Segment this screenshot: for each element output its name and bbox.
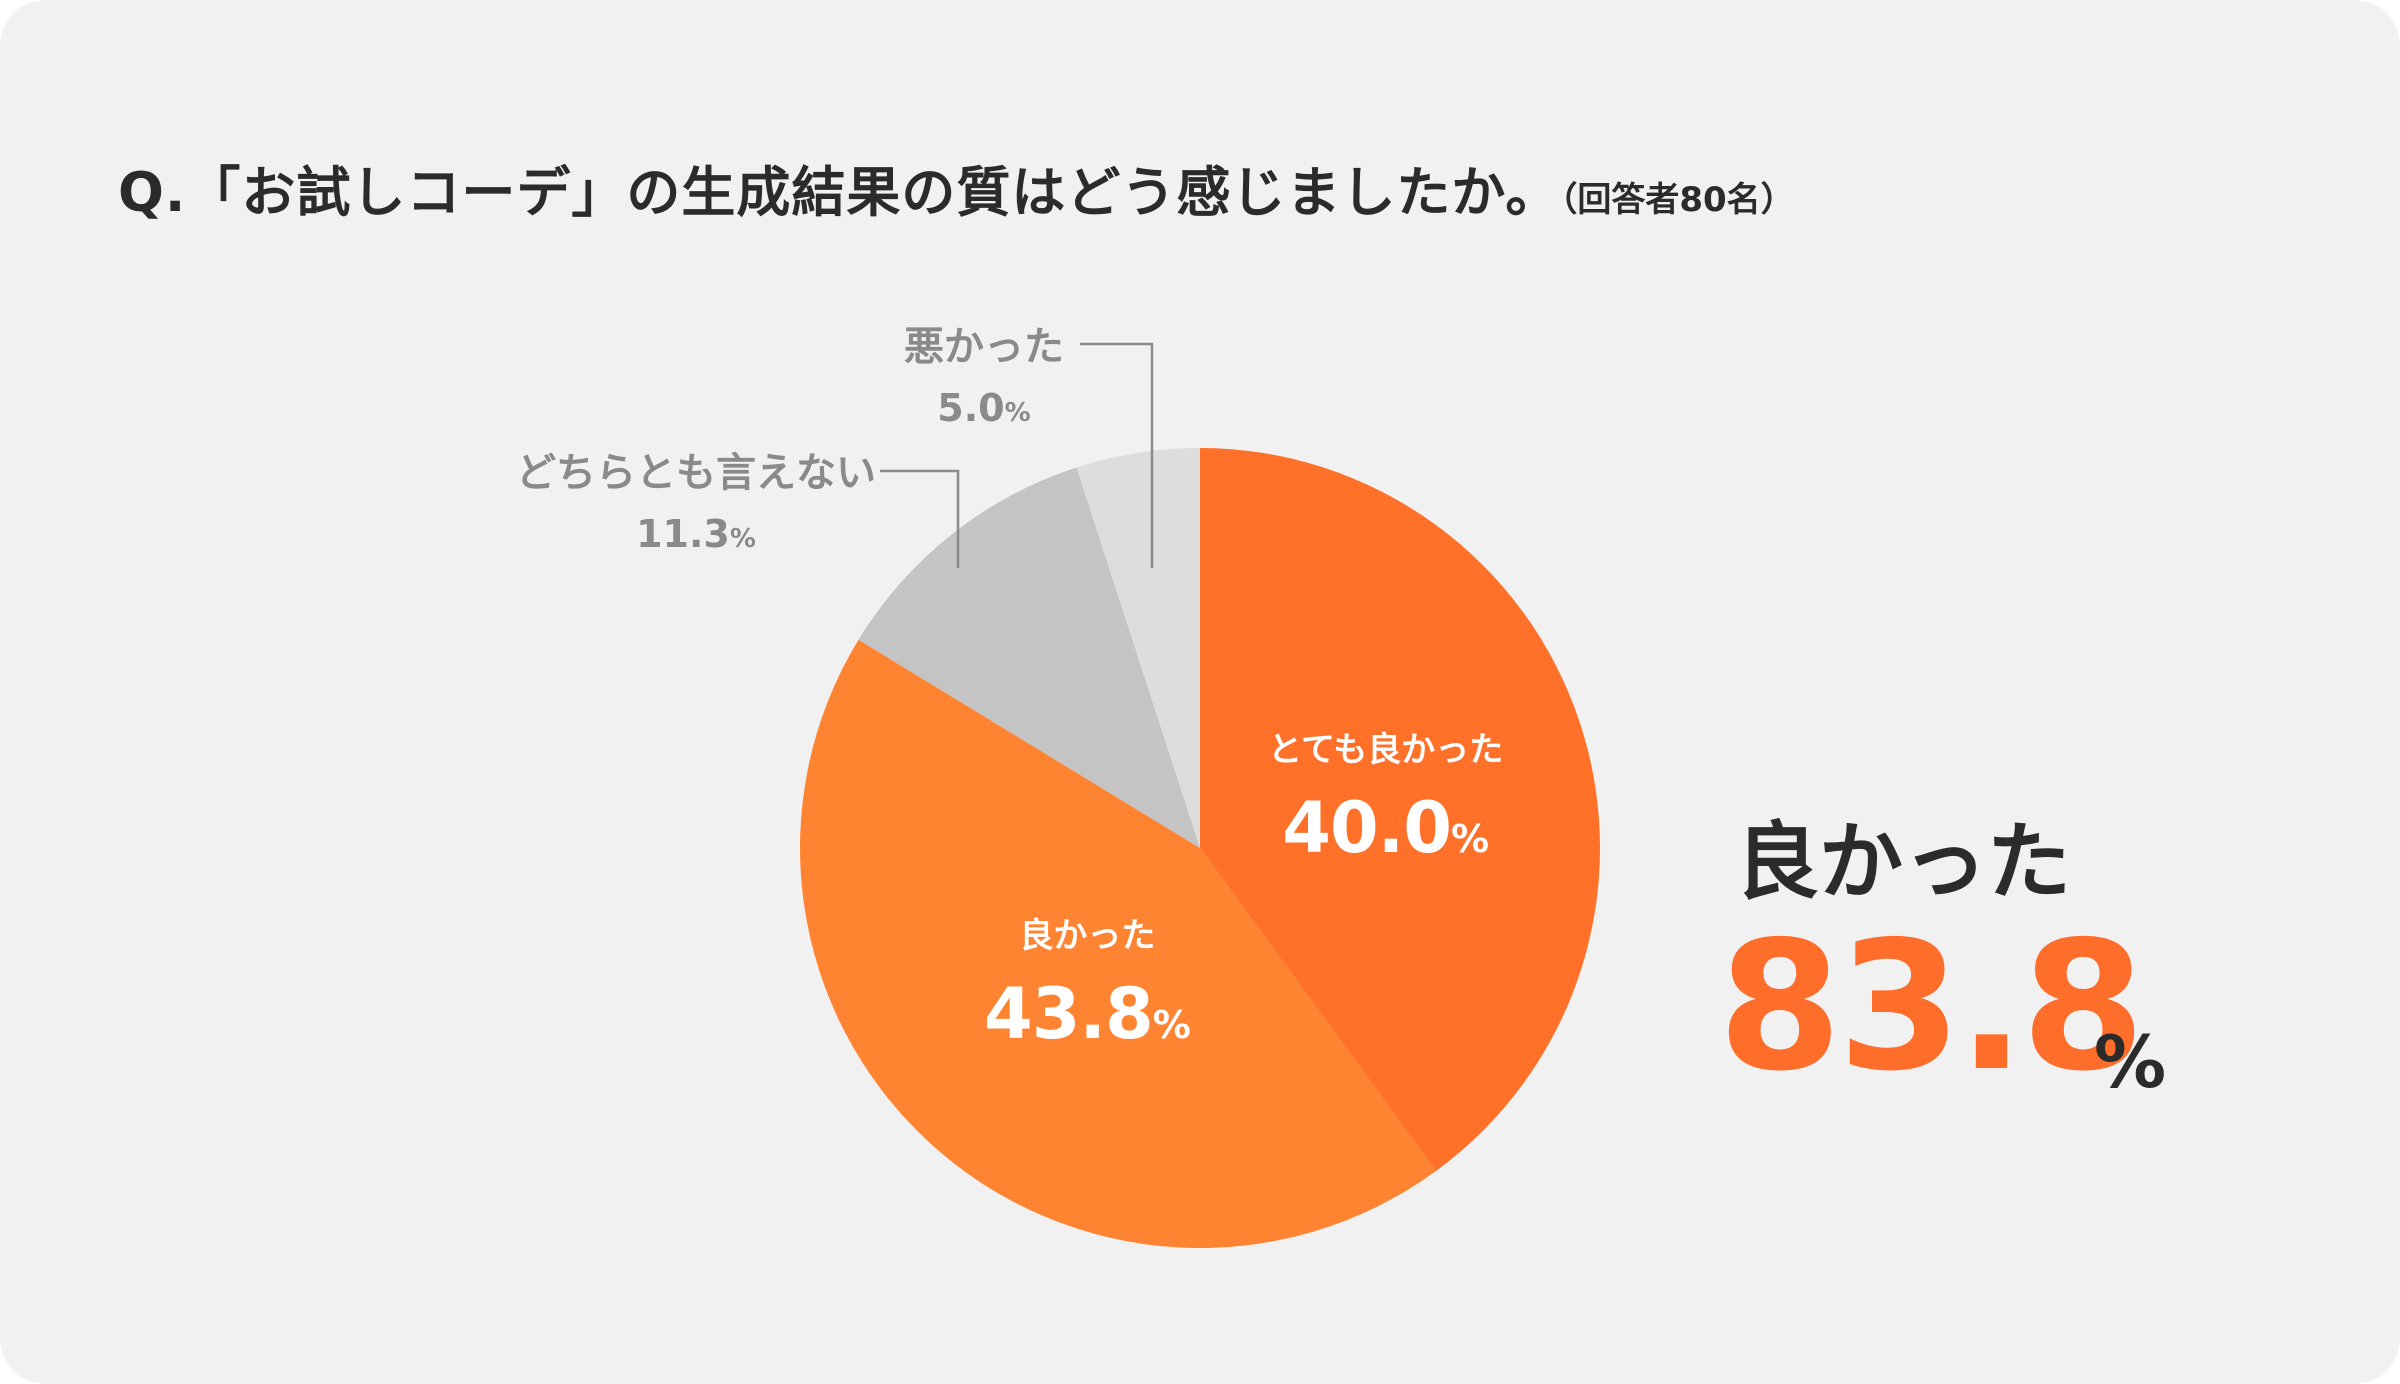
- summary-unit: %: [2094, 1020, 2167, 1104]
- slice-label-very-good: とても良かった 40.0%: [1268, 722, 1503, 869]
- slice-name-very-good: とても良かった: [1268, 730, 1504, 770]
- slice-value-bad: 5.0%: [937, 386, 1031, 430]
- summary-label: 良かった: [1735, 813, 2072, 911]
- pie-slice-good: [799, 639, 1436, 1248]
- slice-name-good: 良かった: [1019, 916, 1156, 956]
- pie-slice-very-good: [1200, 448, 1600, 1172]
- pie-slice-bad: [1076, 448, 1200, 848]
- slice-label-bad: 悪かった 5.0%: [904, 314, 1064, 430]
- slice-value-good: 43.8%: [984, 973, 1191, 1055]
- leader-line-neutral: [880, 469, 960, 568]
- slice-name-bad: 悪かった: [904, 324, 1064, 370]
- slice-value-very-good: 40.0%: [1282, 787, 1490, 869]
- slice-value-neutral: 11.3%: [636, 512, 756, 556]
- slice-label-neutral: どちらとも言えない 11.3%: [516, 440, 876, 556]
- slice-name-neutral: どちらとも言えない: [516, 450, 876, 496]
- leader-line-bad: [1080, 342, 1154, 568]
- question-text: Q.「お試しコーデ」の生成結果の質はどう感じましたか。: [118, 161, 1561, 224]
- respondent-count: （回答者80名）: [1560, 180, 1795, 220]
- pie-slice-neutral: [858, 467, 1200, 848]
- summary-value: 83.8: [1718, 903, 2145, 1110]
- question-title: Q.「お試しコーデ」の生成結果の質はどう感じましたか。（回答者80名）: [118, 148, 1795, 227]
- slice-label-good: 良かった 43.8%: [984, 908, 1191, 1055]
